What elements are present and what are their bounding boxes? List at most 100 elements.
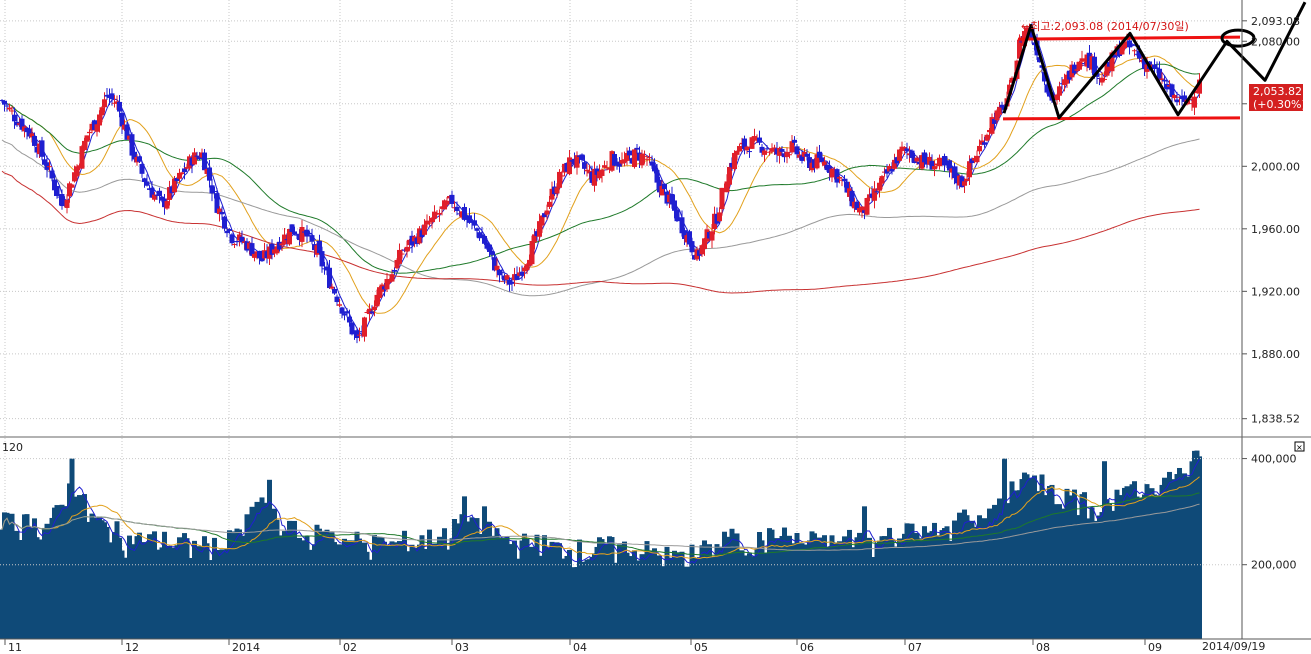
candle <box>557 169 562 189</box>
candle <box>87 129 92 141</box>
price-tick-label: 2,000.00 <box>1251 160 1300 173</box>
candle <box>932 160 937 177</box>
candle <box>344 308 350 318</box>
candle <box>207 160 212 188</box>
candle <box>179 171 185 176</box>
volume-bar <box>1197 456 1202 639</box>
candle <box>32 132 37 147</box>
current-price-label: 2,053.82 <box>1253 85 1302 98</box>
candle <box>307 231 312 235</box>
candle <box>1079 50 1085 67</box>
candle <box>467 208 472 224</box>
close-icon: × <box>1296 443 1303 452</box>
candle <box>202 148 207 171</box>
candle <box>1122 41 1127 51</box>
candle <box>814 146 820 170</box>
candle <box>864 197 870 216</box>
candle <box>59 189 65 210</box>
candle <box>299 220 305 248</box>
date-tick-label: 09 <box>1148 641 1162 654</box>
current-price-box <box>1249 84 1303 111</box>
candle <box>584 163 590 177</box>
candle <box>737 143 742 152</box>
user-trendlines <box>1002 1 1307 121</box>
candle <box>627 146 632 160</box>
candle <box>997 102 1002 117</box>
ma60-line <box>1 63 1200 274</box>
candle <box>4 103 10 112</box>
candle <box>1174 91 1180 106</box>
candle <box>157 187 162 204</box>
volume-tick-label: 200,000 <box>1251 559 1297 572</box>
volume-ma-line <box>1 503 1200 551</box>
candle <box>479 226 485 237</box>
candle <box>549 181 555 208</box>
volume-axis-ticks: 400,000 200,000 <box>0 453 1297 572</box>
breakout-circle <box>1220 28 1256 48</box>
candle <box>39 136 45 161</box>
candle <box>602 160 607 169</box>
candle <box>1072 62 1077 76</box>
support-line <box>1002 116 1241 121</box>
volume-ma-line <box>1 492 1200 556</box>
volume-bars <box>0 450 1202 639</box>
candle <box>232 243 237 249</box>
candle <box>269 239 275 260</box>
candle <box>292 226 297 236</box>
candle <box>579 153 585 162</box>
candle <box>152 191 157 202</box>
price-tick-label: 2,093.08 <box>1251 15 1300 28</box>
candle <box>817 144 822 160</box>
candle <box>989 113 995 136</box>
candle <box>789 135 795 154</box>
date-axis-ticks: 11 12 2014 02 03 04 05 06 07 08 09 <box>4 639 1162 654</box>
price-tick-label: 1,880.00 <box>1251 348 1300 361</box>
candle <box>182 162 187 180</box>
candle <box>632 148 637 169</box>
candle <box>1132 48 1137 57</box>
candle <box>947 159 952 178</box>
candle <box>837 175 842 184</box>
candle <box>1099 72 1105 86</box>
candle <box>879 175 885 190</box>
candle <box>437 209 442 222</box>
candle <box>644 155 650 166</box>
candle <box>757 130 762 146</box>
candle <box>642 150 647 164</box>
candle <box>787 153 792 159</box>
candle <box>337 298 342 308</box>
candle <box>392 267 397 275</box>
candle <box>99 106 105 123</box>
date-tick-label: 03 <box>455 641 469 654</box>
candle <box>69 183 75 188</box>
candle <box>617 157 622 173</box>
candle <box>559 170 565 183</box>
candle <box>1077 61 1082 71</box>
close-panel-button[interactable] <box>1294 441 1305 452</box>
candle <box>1129 43 1135 48</box>
candle <box>454 201 460 216</box>
candle <box>574 151 580 175</box>
candle <box>634 143 640 154</box>
candle <box>1169 83 1175 103</box>
candle <box>689 237 695 256</box>
candle <box>342 312 347 321</box>
candle <box>904 142 910 159</box>
candle <box>309 228 315 245</box>
candle <box>224 227 230 238</box>
date-tick-label: 11 <box>8 641 22 654</box>
candle <box>792 136 797 146</box>
candlestick-series <box>0 23 1202 344</box>
price-tick-label: 2,080.00 <box>1251 35 1300 48</box>
candle <box>332 287 337 295</box>
candle <box>7 103 12 112</box>
candle <box>719 187 725 216</box>
candle <box>177 168 182 183</box>
candle <box>209 178 215 202</box>
candle <box>444 197 450 208</box>
candle <box>164 198 170 210</box>
candle <box>144 174 150 187</box>
candle <box>592 161 597 192</box>
ma240-line <box>1 170 1200 294</box>
